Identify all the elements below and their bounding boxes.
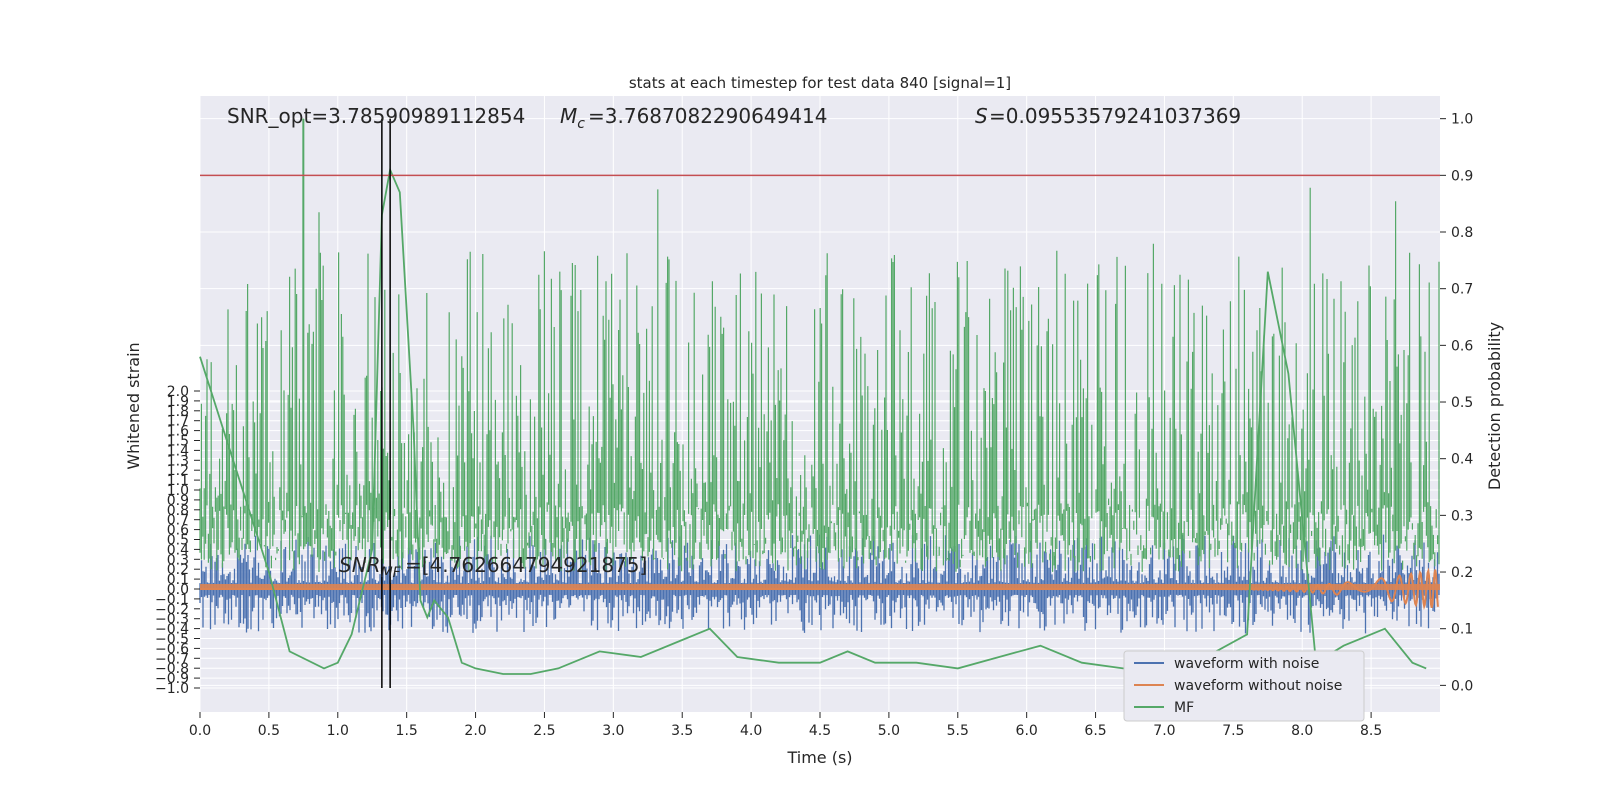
x-tick-label: 8.5 bbox=[1360, 723, 1382, 739]
mf-dense-trace bbox=[199, 187, 1440, 572]
y-left-tick-label: −0.6 bbox=[155, 641, 189, 657]
y-left-tick-label: 1.1 bbox=[167, 473, 189, 489]
axes: 0.0 0.5 1.0 1.5 2.0 2.5 3.0 3.5 4.0 4.5 5.0 5.5 6.0 6… bbox=[155, 112, 1473, 739]
y-right-tick-label: 0.8 bbox=[1451, 225, 1473, 241]
y-left-tick-label: −0.9 bbox=[155, 671, 189, 687]
y-right-tick-label: 0.0 bbox=[1451, 678, 1473, 694]
x-tick-label: 6.5 bbox=[1084, 723, 1106, 739]
y-left-tick-label: 0.0 bbox=[167, 582, 189, 598]
series-waveform-without-noise bbox=[200, 567, 1440, 611]
y-left-tick-label: −0.2 bbox=[155, 602, 189, 618]
y-left-tick-label: −0.4 bbox=[155, 622, 189, 638]
y-right-tick-label: 0.7 bbox=[1451, 282, 1473, 298]
y-left-tick-label: 1.8 bbox=[167, 404, 189, 420]
y-left-tick-label: −1.0 bbox=[155, 681, 189, 697]
x-tick-label: 7.5 bbox=[1222, 723, 1244, 739]
y-left-tick-label: −0.7 bbox=[155, 651, 189, 667]
y-left-tick-label: −0.1 bbox=[155, 592, 189, 608]
legend-label-mf: MF bbox=[1174, 700, 1194, 716]
legend-label-noise: waveform with noise bbox=[1174, 656, 1319, 672]
legend: waveform with noise waveform without noi… bbox=[1123, 650, 1365, 722]
x-tick-label: 4.5 bbox=[809, 723, 831, 739]
y-left-tick-label: 0.9 bbox=[167, 493, 189, 509]
x-tick-label: 3.0 bbox=[602, 723, 624, 739]
annotation-s-value: =0.09553579241037369 bbox=[989, 104, 1241, 128]
y-right-tick-label: 0.3 bbox=[1451, 508, 1473, 524]
y-right-tick-label: 0.2 bbox=[1451, 565, 1473, 581]
y-left-tick-label: 0.3 bbox=[167, 552, 189, 568]
y-right-tick-label: 0.1 bbox=[1451, 622, 1473, 638]
x-tick-label: 1.0 bbox=[327, 723, 349, 739]
y-left-tick-label: 1.6 bbox=[167, 424, 189, 440]
x-axis-label: Time (s) bbox=[786, 748, 852, 767]
annotation-mc-value: =3.7687082290649414 bbox=[588, 104, 827, 128]
x-tick-label: 7.0 bbox=[1153, 723, 1175, 739]
legend-label-clean: waveform without noise bbox=[1174, 678, 1342, 694]
y-left-tick-label: 1.4 bbox=[167, 443, 189, 459]
series-mf bbox=[199, 118, 1440, 675]
annotation-snr-opt: SNR_opt=3.78590989112854 bbox=[227, 104, 525, 128]
x-tick-label: 3.5 bbox=[671, 723, 693, 739]
y-right-tick-label: 0.5 bbox=[1451, 395, 1473, 411]
x-tick-label: 1.5 bbox=[396, 723, 418, 739]
y-left-tick-label: 1.9 bbox=[167, 394, 189, 410]
y-left-tick-label: 1.7 bbox=[167, 414, 189, 430]
y-left-tick-label: 0.8 bbox=[167, 503, 189, 519]
x-tick-label: 8.0 bbox=[1291, 723, 1313, 739]
y-left-tick-label: −0.8 bbox=[155, 661, 189, 677]
x-tick-label: 0.5 bbox=[258, 723, 280, 739]
x-tick-label: 5.5 bbox=[947, 723, 969, 739]
y-left-tick-label: 2.0 bbox=[167, 384, 189, 400]
y-left-tick-label: 0.4 bbox=[167, 542, 189, 558]
annotation-mc: Mc =3.7687082290649414 bbox=[560, 104, 827, 132]
y-right-tick-label: 0.6 bbox=[1451, 338, 1473, 354]
x-tick-label: 2.0 bbox=[464, 723, 486, 739]
annotation-snr-mf-value: =[4.762664794921875] bbox=[405, 553, 647, 577]
y-axis-label-right: Detection probability bbox=[1485, 322, 1504, 490]
y-left-tick-label: 1.3 bbox=[167, 453, 189, 469]
legend-box bbox=[1123, 650, 1365, 722]
y-left-tick-label: 0.5 bbox=[167, 533, 189, 549]
x-tick-label: 2.5 bbox=[533, 723, 555, 739]
svg-text:S: S bbox=[975, 104, 988, 128]
y-left-tick-label: −0.5 bbox=[155, 632, 189, 648]
y-left-tick-label: 0.7 bbox=[167, 513, 189, 529]
x-tick-label: 5.0 bbox=[878, 723, 900, 739]
x-tick-label: 0.0 bbox=[189, 723, 211, 739]
y-right-tick-label: 1.0 bbox=[1451, 112, 1473, 128]
overlays bbox=[200, 118, 1440, 688]
y-left-tick-label: 0.1 bbox=[167, 572, 189, 588]
clean-band bbox=[200, 584, 1440, 591]
y-left-tick-label: −0.3 bbox=[155, 612, 189, 628]
y-axis-label-left: Whitened strain bbox=[124, 342, 143, 469]
mf-curve bbox=[199, 166, 1427, 675]
chart-title: stats at each timestep for test data 840… bbox=[629, 74, 1011, 92]
annotation-s: S =0.09553579241037369 bbox=[975, 104, 1241, 128]
y-left-tick-label: 0.6 bbox=[167, 523, 189, 539]
y-left-tick-label: 1.2 bbox=[167, 463, 189, 479]
y-left-tick-label: 0.2 bbox=[167, 562, 189, 578]
x-tick-label: 6.0 bbox=[1016, 723, 1038, 739]
y-right-tick-label: 0.4 bbox=[1451, 452, 1473, 468]
y-left-tick-label: 1.5 bbox=[167, 434, 189, 450]
x-tick-label: 4.0 bbox=[740, 723, 762, 739]
y-left-tick-label: 1.0 bbox=[167, 483, 189, 499]
y-right-tick-label: 0.9 bbox=[1451, 168, 1473, 184]
